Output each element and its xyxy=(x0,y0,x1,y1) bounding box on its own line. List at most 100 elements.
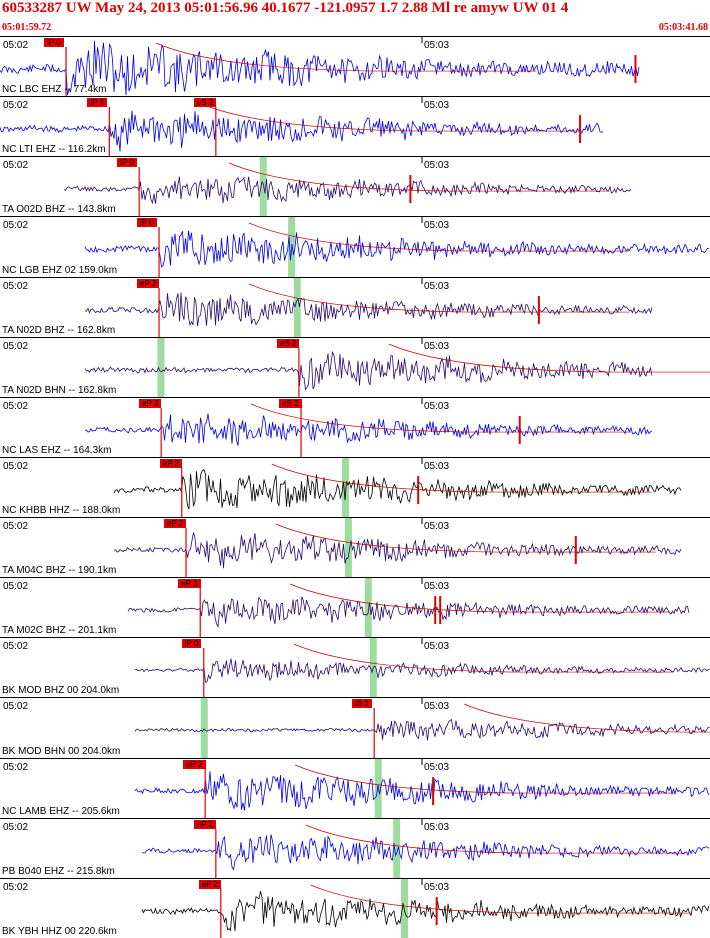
minute-label-right: 05:03 xyxy=(424,460,450,472)
phase-pick-label[interactable]: iP 0 xyxy=(137,218,157,228)
waveform-line xyxy=(141,890,710,932)
phase-pick-label[interactable]: eP 2 xyxy=(159,458,183,468)
station-label: NC LAMB EHZ -- 205.6km xyxy=(2,805,120,817)
trace-row[interactable]: 05:02 05:03 iS 1 BK MOD BHN 00 204.0km xyxy=(0,697,710,758)
event-header: 60533287 UW May 24, 2013 05:01:56.96 40.… xyxy=(0,0,710,36)
theoretical-phase-band xyxy=(344,518,352,578)
coda-decay-curve xyxy=(271,463,652,493)
phase-pick-label[interactable]: iP 1 xyxy=(87,98,107,108)
trace-waveform xyxy=(113,518,682,578)
phase-pick-label[interactable]: eP 2 xyxy=(198,879,222,889)
theoretical-phase-band xyxy=(364,578,372,638)
minute-label-left: 05:02 xyxy=(3,881,29,893)
minute-label-right: 05:03 xyxy=(424,821,450,833)
trace-row[interactable]: 05:02 05:03 eP 2 PB B040 EHZ -- 215.8km xyxy=(0,817,710,878)
waveform-line xyxy=(63,176,632,205)
phase-pick-label[interactable]: eS 2 xyxy=(276,338,300,348)
phase-pick-label[interactable]: eS 2 xyxy=(279,398,302,408)
minute-label-right: 05:03 xyxy=(424,100,450,112)
minute-label-left: 05:02 xyxy=(3,160,29,172)
waveform-line xyxy=(0,40,640,96)
minute-label-left: 05:02 xyxy=(3,220,29,232)
trace-row[interactable]: 05:02 05:03 eP 2 eS 2 NC LAS EHZ -- 164.3km xyxy=(0,396,710,457)
phase-pick-label[interactable]: eP 2 xyxy=(139,398,162,408)
trace-row[interactable]: 05:02 05:03 iP 0 NC LBC EHZ -- 77.4km xyxy=(0,36,710,97)
trace-row[interactable]: 05:02 05:03 eS 2 TA N02D BHN -- 162.8km xyxy=(0,336,710,397)
waveform-line xyxy=(141,834,710,871)
coda-decay-curve xyxy=(248,283,630,312)
waveform-line xyxy=(84,292,653,326)
coda-decay-curve xyxy=(248,223,630,252)
minute-label-left: 05:02 xyxy=(3,641,29,653)
minute-label-right: 05:03 xyxy=(424,521,450,533)
waveform-line xyxy=(134,770,710,811)
phase-pick-label[interactable]: eP 2 xyxy=(183,759,206,769)
minute-label-right: 05:03 xyxy=(424,220,450,232)
minute-label-right: 05:03 xyxy=(424,701,450,713)
coda-decay-curve xyxy=(229,162,610,192)
station-label: NC LAS EHZ -- 164.3km xyxy=(2,444,112,456)
trace-waveform xyxy=(0,37,640,97)
trace-row[interactable]: 05:02 05:03 eP 2 TA N02D BHZ -- 162.8km xyxy=(0,276,710,337)
station-label: BK MOD BHN 00 204.0km xyxy=(2,745,121,757)
theoretical-phase-band xyxy=(293,277,301,337)
station-label: NC LBC EHZ -- 77.4km xyxy=(2,84,107,96)
coda-decay-curve xyxy=(295,764,676,794)
coda-decay-curve xyxy=(251,403,632,433)
minute-label-left: 05:02 xyxy=(3,581,29,593)
trace-row[interactable]: 05:02 05:03 eP 2 BK YBH HHZ 00 220.6km xyxy=(0,877,710,938)
theoretical-phase-band xyxy=(259,157,267,217)
coda-decay-curve xyxy=(199,102,580,132)
phase-pick-label[interactable]: iP 0 xyxy=(44,38,64,47)
phase-pick-label[interactable]: iP 0 xyxy=(117,158,137,168)
coda-decay-curve xyxy=(293,644,674,673)
waveform-line xyxy=(113,532,682,569)
coda-decay-curve xyxy=(155,42,537,72)
minute-label-left: 05:02 xyxy=(3,40,29,51)
trace-waveform xyxy=(141,818,710,878)
minute-label-right: 05:03 xyxy=(424,581,450,593)
minute-label-right: 05:03 xyxy=(424,160,450,172)
station-label: TA N02D BHN -- 162.8km xyxy=(2,384,117,396)
trace-row[interactable]: 05:02 05:03 iP 0 BK MOD BHZ 00 204.0km xyxy=(0,637,710,698)
seismogram-panel: 05:02 05:03 iP 0 NC LBC EHZ -- 77.4km 05:02 0… xyxy=(0,36,710,938)
phase-pick-label[interactable]: eP 2 xyxy=(178,579,201,589)
phase-pick-label[interactable]: eP 2 xyxy=(193,819,217,829)
phase-pick-label[interactable]: eP 2 xyxy=(164,519,187,529)
minute-label-right: 05:03 xyxy=(424,340,450,352)
station-label: BK YBH HHZ 00 220.6km xyxy=(2,925,117,937)
event-title: 60533287 UW May 24, 2013 05:01:56.96 40.… xyxy=(2,0,569,16)
minute-label-right: 05:03 xyxy=(424,280,450,292)
trace-row[interactable]: 05:02 05:03 iP 1 eS 2 NC LTI EHZ -- 116.2km xyxy=(0,96,710,157)
trace-waveform xyxy=(84,277,653,337)
window-end-time: 05:03:41.68 xyxy=(658,22,708,33)
phase-pick-label[interactable]: eP 2 xyxy=(137,278,160,288)
waveform-line xyxy=(113,468,682,509)
station-label: TA M04C BHZ -- 190.1km xyxy=(2,565,117,577)
waveform-line xyxy=(134,658,710,684)
station-label: BK MOD BHZ 00 204.0km xyxy=(2,685,120,697)
station-label: TA N02D BHZ -- 162.8km xyxy=(2,324,116,336)
trace-waveform xyxy=(134,758,710,818)
minute-label-left: 05:02 xyxy=(3,460,29,472)
trace-row[interactable]: 05:02 05:03 eP 2 NC LAMB EHZ -- 205.6km xyxy=(0,757,710,818)
theoretical-phase-band xyxy=(393,818,401,878)
trace-row[interactable]: 05:02 05:03 iP 0 NC LGB EHZ 02 159.0km xyxy=(0,216,710,277)
trace-row[interactable]: 05:02 05:03 eP 2 TA M04C BHZ -- 190.1km xyxy=(0,517,710,578)
minute-label-left: 05:02 xyxy=(3,100,29,112)
station-label: NC LTI EHZ -- 116.2km xyxy=(2,144,106,156)
waveform-line xyxy=(84,413,653,446)
trace-waveform xyxy=(113,457,682,518)
trace-row[interactable]: 05:02 05:03 eP 2 TA M02C BHZ -- 201.1km xyxy=(0,577,710,638)
phase-pick-label[interactable]: iS 1 xyxy=(352,699,372,709)
trace-waveform xyxy=(0,97,604,157)
phase-pick-label[interactable]: eS 2 xyxy=(193,98,217,108)
trace-row[interactable]: 05:02 05:03 iP 0 TA O02D BHZ -- 143.8km xyxy=(0,156,710,217)
trace-row[interactable]: 05:02 05:03 eP 2 NC KHBB HHZ -- 188.0km xyxy=(0,456,710,518)
phase-pick-label[interactable]: iP 0 xyxy=(181,639,202,649)
coda-decay-curve xyxy=(275,523,657,553)
trace-waveform xyxy=(127,578,690,638)
theoretical-phase-band xyxy=(400,878,408,938)
waveform-line xyxy=(134,719,710,741)
waveform-line xyxy=(127,596,690,629)
